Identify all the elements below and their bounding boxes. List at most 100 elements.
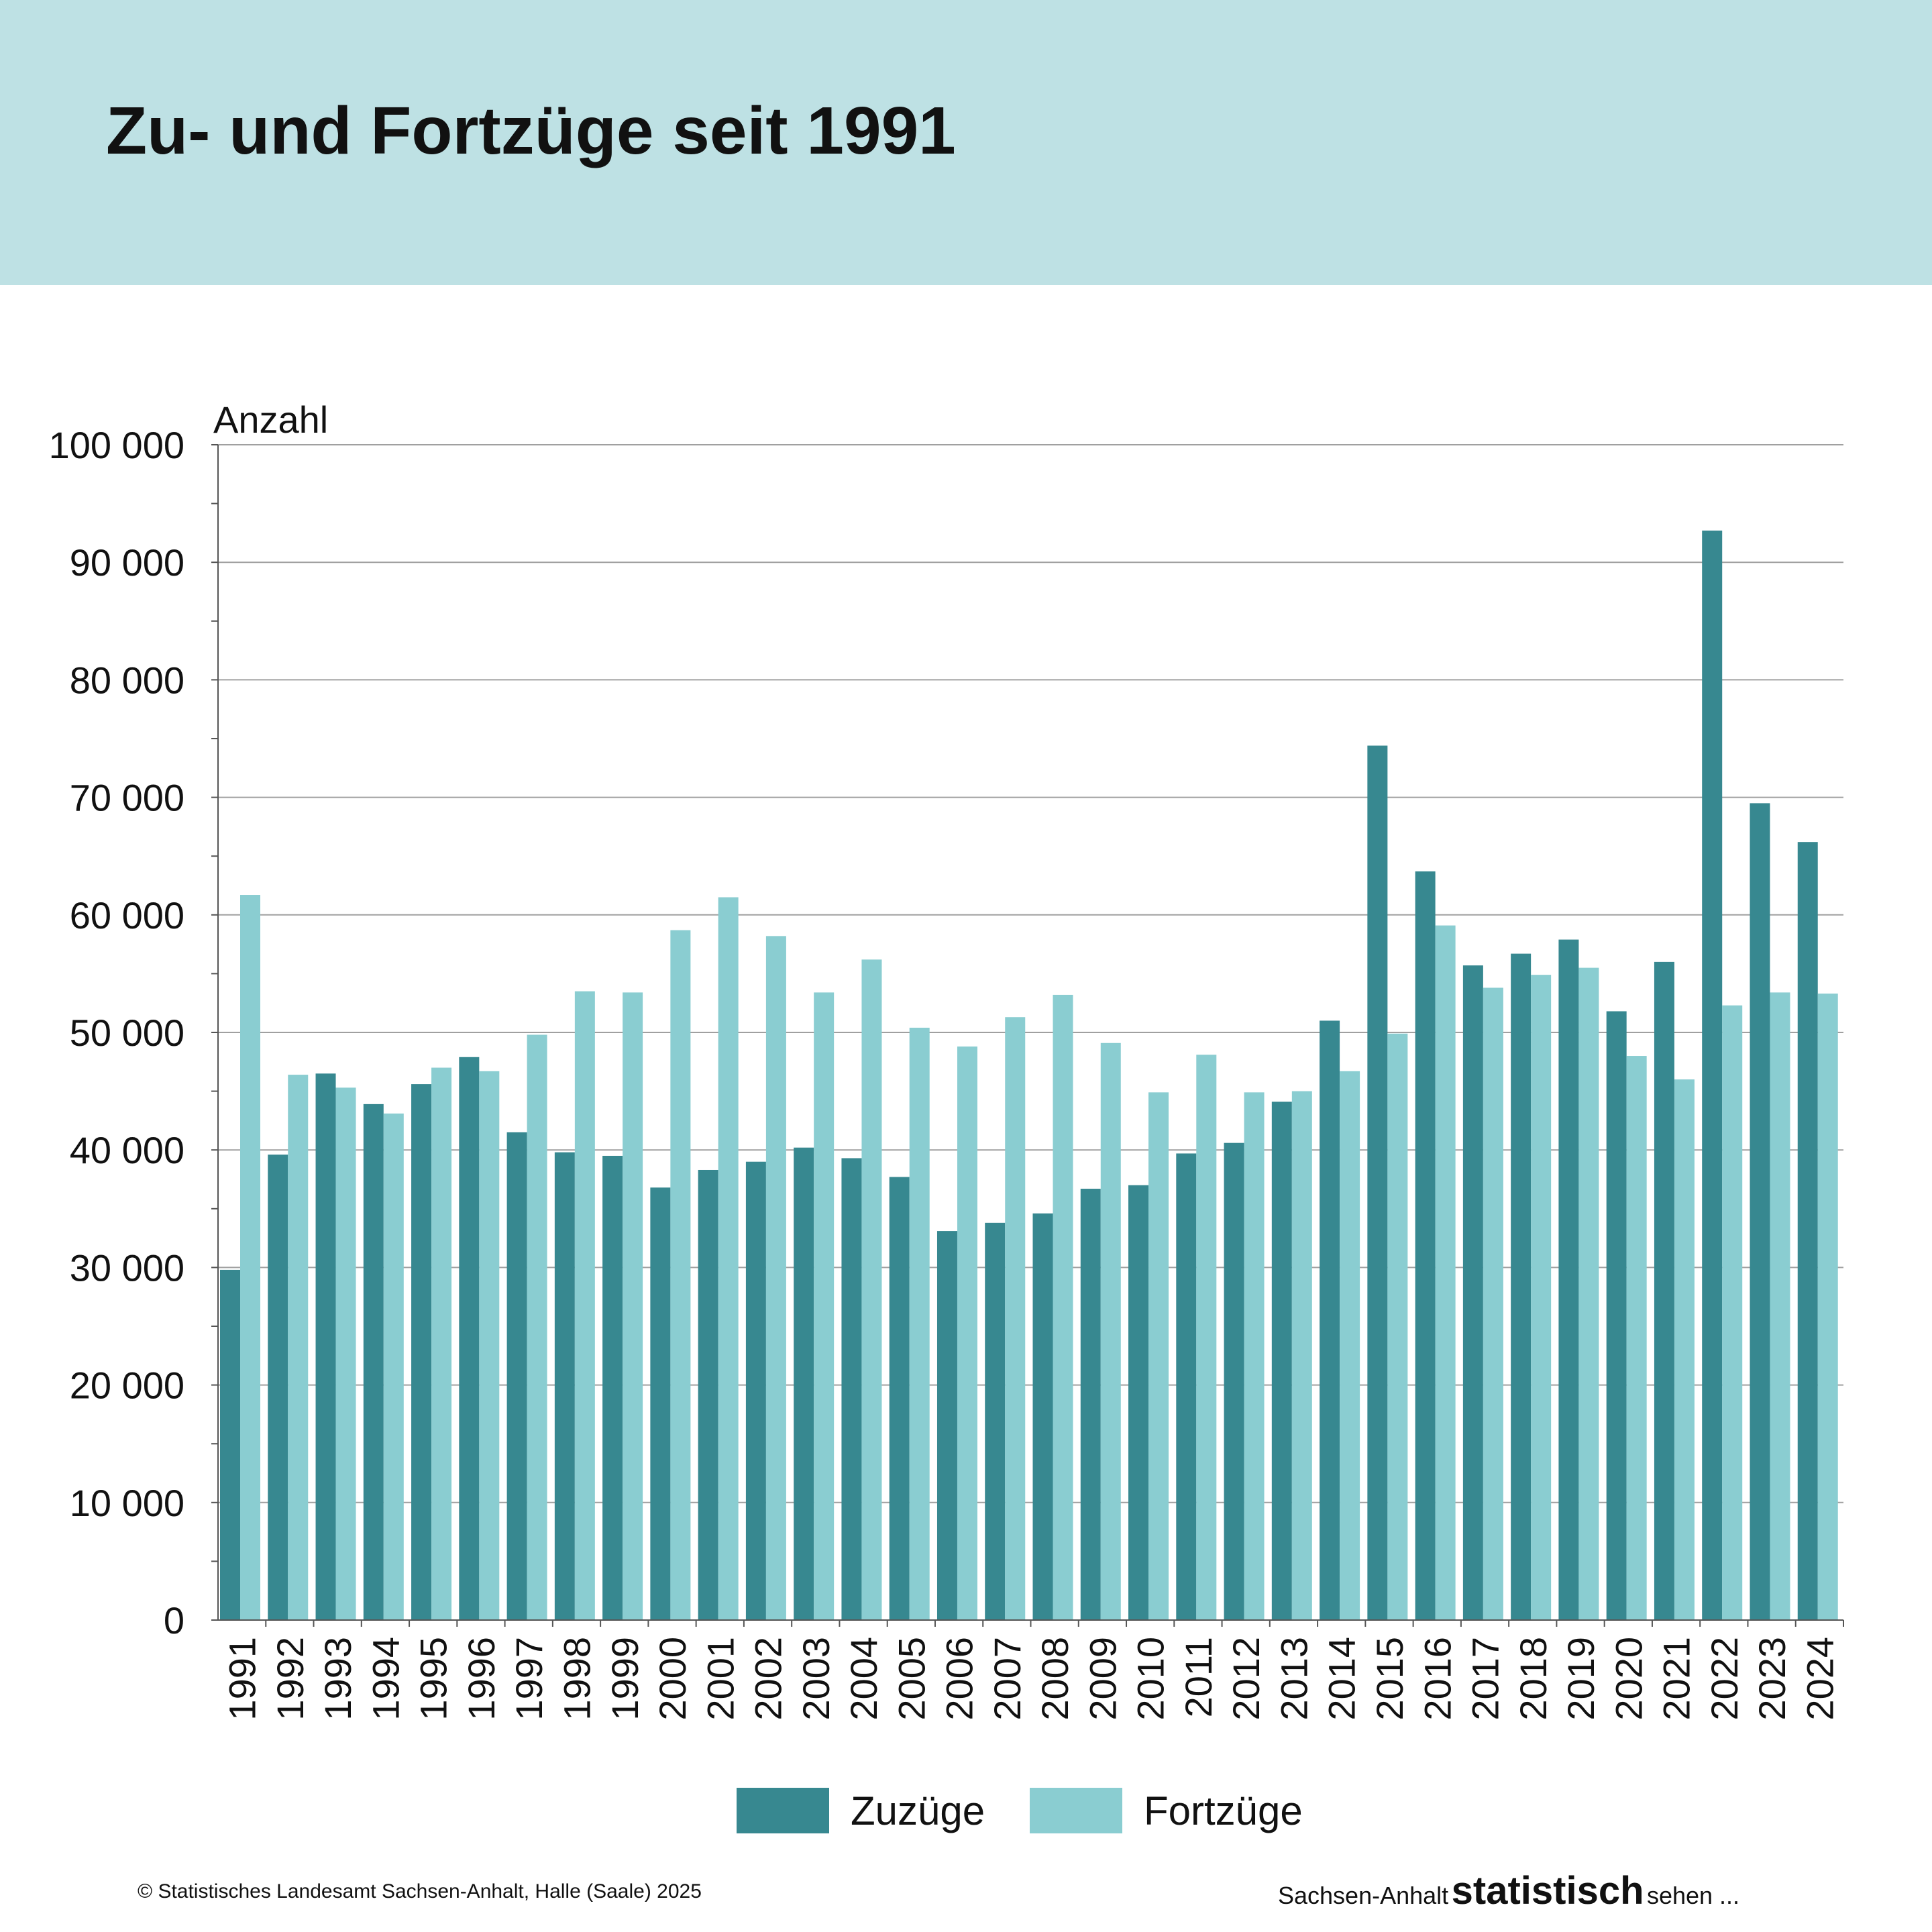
x-tick-label: 1998 [555, 1637, 598, 1721]
y-tick-label: 60 000 [70, 894, 184, 936]
x-tick-label: 2016 [1416, 1637, 1458, 1721]
bar-zuzuege [1606, 1011, 1627, 1620]
bar-fortzuege [1196, 1055, 1217, 1620]
bar-fortzuege [1722, 1005, 1743, 1620]
bar-zuzuege [1224, 1142, 1244, 1620]
bar-fortzuege [383, 1113, 404, 1620]
x-tick-label: 2022 [1703, 1637, 1746, 1721]
bar-zuzuege [602, 1155, 623, 1620]
bar-fortzuege [1817, 994, 1838, 1620]
y-tick-label: 30 000 [70, 1246, 184, 1289]
bar-zuzuege [1271, 1102, 1292, 1620]
y-tick-label: 0 [164, 1599, 184, 1642]
legend: Zuzüge Fortzüge [737, 1788, 1303, 1833]
bar-fortzuege [288, 1075, 309, 1620]
bar-zuzuege [698, 1169, 718, 1620]
x-tick-label: 2009 [1081, 1637, 1124, 1721]
bar-fortzuege [1435, 925, 1456, 1620]
x-tick-label: 2000 [651, 1637, 694, 1721]
x-tick-label: 2003 [795, 1637, 837, 1721]
x-tick-label: 2023 [1751, 1637, 1793, 1721]
y-axis-label: Anzahl [213, 398, 328, 441]
bar-zuzuege [841, 1158, 862, 1620]
bar-fortzuege [431, 1067, 452, 1620]
x-tick-label: 2002 [747, 1637, 790, 1721]
bar-zuzuege [745, 1161, 766, 1620]
bar-zuzuege [650, 1187, 671, 1620]
x-tick-label: 1991 [221, 1637, 264, 1721]
x-tick-label: 2014 [1321, 1637, 1363, 1721]
legend-label: Fortzüge [1144, 1788, 1303, 1833]
bars [220, 530, 1838, 1620]
bar-fortzuege [957, 1046, 977, 1620]
x-tick-label: 2017 [1464, 1637, 1507, 1721]
y-tick-label: 80 000 [70, 659, 184, 701]
bar-zuzuege [889, 1177, 910, 1620]
x-tick-label: 2004 [843, 1637, 885, 1721]
bar-zuzuege [1320, 1020, 1340, 1620]
y-tick-label: 90 000 [70, 541, 184, 584]
x-tick-label: 2006 [938, 1637, 981, 1721]
bar-fortzuege [623, 992, 643, 1620]
bar-zuzuege [1702, 530, 1723, 1620]
bar-zuzuege [1558, 939, 1579, 1620]
bar-fortzuege [909, 1027, 930, 1620]
bar-zuzuege [363, 1104, 384, 1620]
bar-fortzuege [335, 1087, 356, 1620]
bar-zuzuege [794, 1147, 814, 1620]
y-tick-label: 20 000 [70, 1364, 184, 1407]
x-tick-label: 2001 [699, 1637, 741, 1721]
x-tick-label: 1997 [508, 1637, 550, 1721]
bar-fortzuege [479, 1071, 500, 1620]
legend-swatch [1030, 1788, 1122, 1833]
bar-zuzuege [1032, 1213, 1053, 1620]
x-tick-label: 2005 [890, 1637, 932, 1721]
legend-label: Zuzüge [851, 1788, 985, 1833]
x-tick-label: 1994 [364, 1637, 407, 1721]
x-tick-label: 1995 [413, 1637, 455, 1721]
x-tick-label: 1999 [604, 1637, 646, 1721]
bar-zuzuege [1176, 1153, 1197, 1620]
bar-fortzuege [670, 930, 691, 1620]
y-tick-label: 100 000 [49, 424, 184, 466]
bar-zuzuege [554, 1152, 575, 1620]
x-tick-label: 2024 [1799, 1637, 1841, 1721]
bar-fortzuege [1770, 992, 1790, 1620]
x-tick-label: 1993 [317, 1637, 359, 1721]
bar-zuzuege [1654, 961, 1674, 1620]
x-tick-label: 2011 [1177, 1637, 1220, 1717]
x-tick-label: 2013 [1273, 1637, 1315, 1721]
bar-zuzuege [1511, 953, 1532, 1620]
brand-suffix: sehen ... [1646, 1882, 1740, 1909]
bar-fortzuege [1053, 994, 1073, 1620]
brand-prefix: Sachsen-Anhalt [1278, 1882, 1449, 1909]
bar-zuzuege [411, 1084, 432, 1620]
bar-zuzuege [1462, 965, 1483, 1620]
brand-bold: statistisch [1451, 1869, 1644, 1913]
bar-zuzuege [985, 1222, 1006, 1620]
bar-fortzuege [1340, 1071, 1360, 1620]
bar-fortzuege [814, 992, 835, 1620]
bar-fortzuege [1005, 1017, 1026, 1620]
bar-fortzuege [1578, 967, 1599, 1620]
x-tick-label: 2019 [1560, 1637, 1602, 1721]
bar-fortzuege [1244, 1092, 1265, 1620]
x-tick-label: 2018 [1512, 1637, 1554, 1721]
header-band [0, 0, 1932, 285]
bar-fortzuege [1291, 1091, 1312, 1620]
bar-fortzuege [765, 936, 786, 1620]
x-tick-label: 2012 [1225, 1637, 1267, 1721]
footer-copyright: © Statistisches Landesamt Sachsen-Anhalt… [138, 1880, 702, 1902]
bar-zuzuege [1750, 803, 1770, 1620]
y-tick-label: 50 000 [70, 1012, 184, 1054]
x-tick-label: 2015 [1368, 1637, 1411, 1721]
bar-zuzuege [1080, 1189, 1101, 1620]
bar-fortzuege [861, 959, 882, 1620]
bar-fortzuege [1387, 1033, 1408, 1620]
bar-fortzuege [718, 897, 739, 1620]
footer-brand: Sachsen-Anhalt statistisch sehen ... [1278, 1868, 1739, 1913]
y-tick-label: 70 000 [70, 777, 184, 819]
y-tick-label: 40 000 [70, 1129, 184, 1171]
bar-fortzuege [1483, 987, 1503, 1620]
x-tick-label: 2007 [986, 1637, 1028, 1721]
